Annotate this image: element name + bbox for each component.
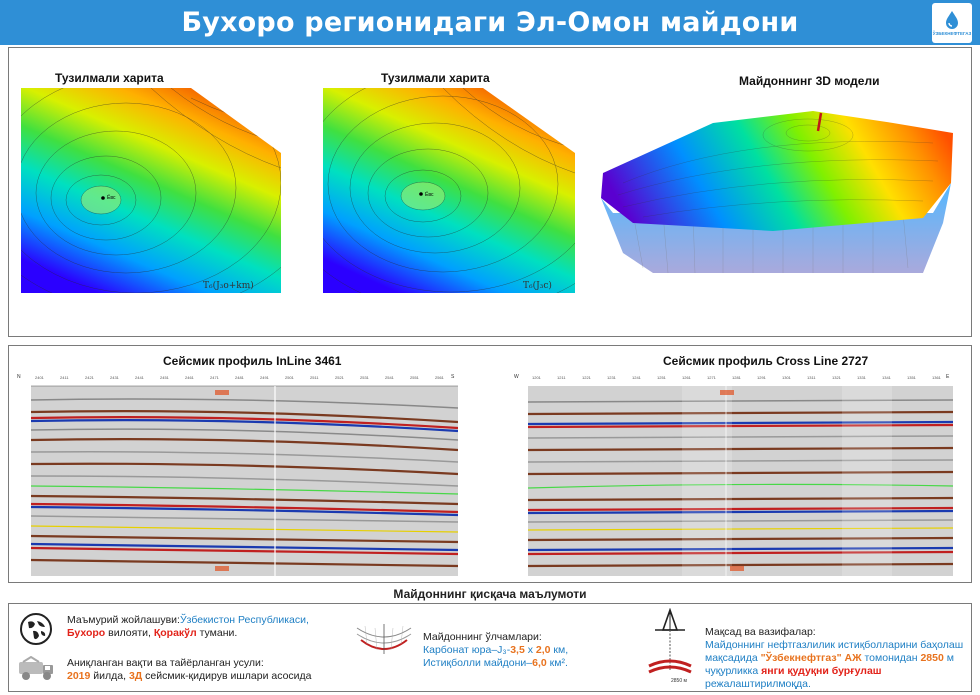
svg-text:2421: 2421 (85, 375, 95, 380)
svg-text:1271: 1271 (707, 375, 717, 380)
svg-text:1291: 1291 (757, 375, 767, 380)
seismic-inline-title: Сейсмик профиль InLine 3461 (163, 354, 342, 368)
seismic-section-inline: 2401 2411 2421 2431 2441 2451 2461 2471 2481 2491… (15, 370, 458, 576)
seismic-section-crossline: 1201 1211 1221 1231 1241 1251 1261 1271 1281 1291… (512, 370, 953, 576)
svg-text:2491: 2491 (260, 375, 270, 380)
svg-text:1221: 1221 (582, 375, 592, 380)
seismic-1-right-label: S (451, 374, 455, 380)
drilling-rig-icon: 2850 м (648, 608, 692, 684)
seismic-crossline-title: Сейсмик профиль Cross Line 2727 (663, 354, 869, 368)
size-text: Майдоннинг ўлчамлари: Карбонат юра–J₃-3,… (423, 631, 569, 669)
seismic-2-left-label: W (514, 374, 519, 380)
svg-text:1301: 1301 (782, 375, 792, 380)
svg-text:1201: 1201 (532, 375, 542, 380)
svg-text:1361: 1361 (932, 375, 942, 380)
svg-text:2521: 2521 (335, 375, 345, 380)
header-banner: Бухоро регионидаги Эл-Омон майдони ЎЗБЕК… (0, 0, 980, 45)
svg-text:2471: 2471 (210, 375, 220, 380)
svg-text:1351: 1351 (907, 375, 917, 380)
maps-panel: Тузилмали харита Тузилмали харита Майдон… (8, 47, 972, 337)
svg-text:2541: 2541 (385, 375, 395, 380)
svg-text:2551: 2551 (410, 375, 420, 380)
svg-text:2531: 2531 (360, 375, 370, 380)
well-trajectory-icon (816, 112, 823, 132)
seismic-truck-icon (19, 656, 53, 680)
logo-text: ЎЗБЕКНЕФТЕГАЗ (932, 31, 972, 36)
svg-text:2401: 2401 (35, 375, 45, 380)
svg-text:2561: 2561 (435, 375, 445, 380)
horizon-label-2: T₆(J₃c) (523, 280, 552, 291)
well-marker-icon (419, 192, 423, 196)
well-label: Ёвс (425, 191, 434, 198)
structural-map-2: Ёвс T₆(J₃c) (323, 88, 575, 293)
well-label: Ёвс (107, 194, 116, 201)
svg-text:1281: 1281 (732, 375, 742, 380)
rig-depth-label: 2850 м (671, 678, 688, 684)
svg-text:1341: 1341 (882, 375, 892, 380)
svg-text:2481: 2481 (235, 375, 245, 380)
svg-text:2501: 2501 (285, 375, 295, 380)
field-3d-model (601, 111, 953, 274)
horizon-label-1: T₆(J₃o+km) (203, 280, 254, 291)
svg-text:1251: 1251 (657, 375, 667, 380)
svg-text:1261: 1261 (682, 375, 692, 380)
seismic-1-left-label: N (17, 374, 21, 380)
seismic-2-right-label: E (946, 374, 950, 380)
seismic-panel: Сейсмик профиль InLine 3461 Сейсмик проф… (8, 345, 972, 583)
svg-text:2441: 2441 (135, 375, 145, 380)
drop-icon (946, 11, 958, 29)
model-3d-title: Майдоннинг 3D модели (739, 74, 880, 88)
svg-text:1331: 1331 (857, 375, 867, 380)
svg-text:2461: 2461 (185, 375, 195, 380)
info-panel: Маъмурий жойлашуви:Ўзбекистон Республика… (8, 603, 972, 692)
svg-text:1311: 1311 (807, 375, 816, 380)
svg-text:1241: 1241 (632, 375, 642, 380)
svg-text:2431: 2431 (110, 375, 120, 380)
summary-title: Майдоннинг қисқача маълумоти (393, 587, 587, 601)
location-text: Маъмурий жойлашуви:Ўзбекистон Республика… (67, 614, 309, 639)
company-logo: ЎЗБЕКНЕФТЕГАЗ (932, 3, 972, 43)
svg-text:2511: 2511 (310, 375, 319, 380)
page-title: Бухоро регионидаги Эл-Омон майдони (181, 7, 799, 38)
well-marker-icon (101, 196, 105, 200)
map1-title: Тузилмали харита (55, 71, 164, 85)
svg-text:1321: 1321 (832, 375, 842, 380)
goal-text: Мақсад ва вазифалар: Майдоннинг нефтгазл… (705, 626, 964, 690)
map2-title: Тузилмали харита (381, 71, 490, 85)
structural-map-1: Ёвс T₆(J₃o+km) (21, 88, 281, 293)
svg-text:1231: 1231 (607, 375, 617, 380)
svg-text:2451: 2451 (160, 375, 170, 380)
svg-text:1211: 1211 (557, 375, 566, 380)
structure-dome-icon (356, 624, 412, 654)
globe-icon (20, 613, 52, 645)
discovery-text: Аниқланган вақти ва тайёрланган усули: 2… (67, 657, 312, 682)
svg-text:2411: 2411 (60, 375, 69, 380)
